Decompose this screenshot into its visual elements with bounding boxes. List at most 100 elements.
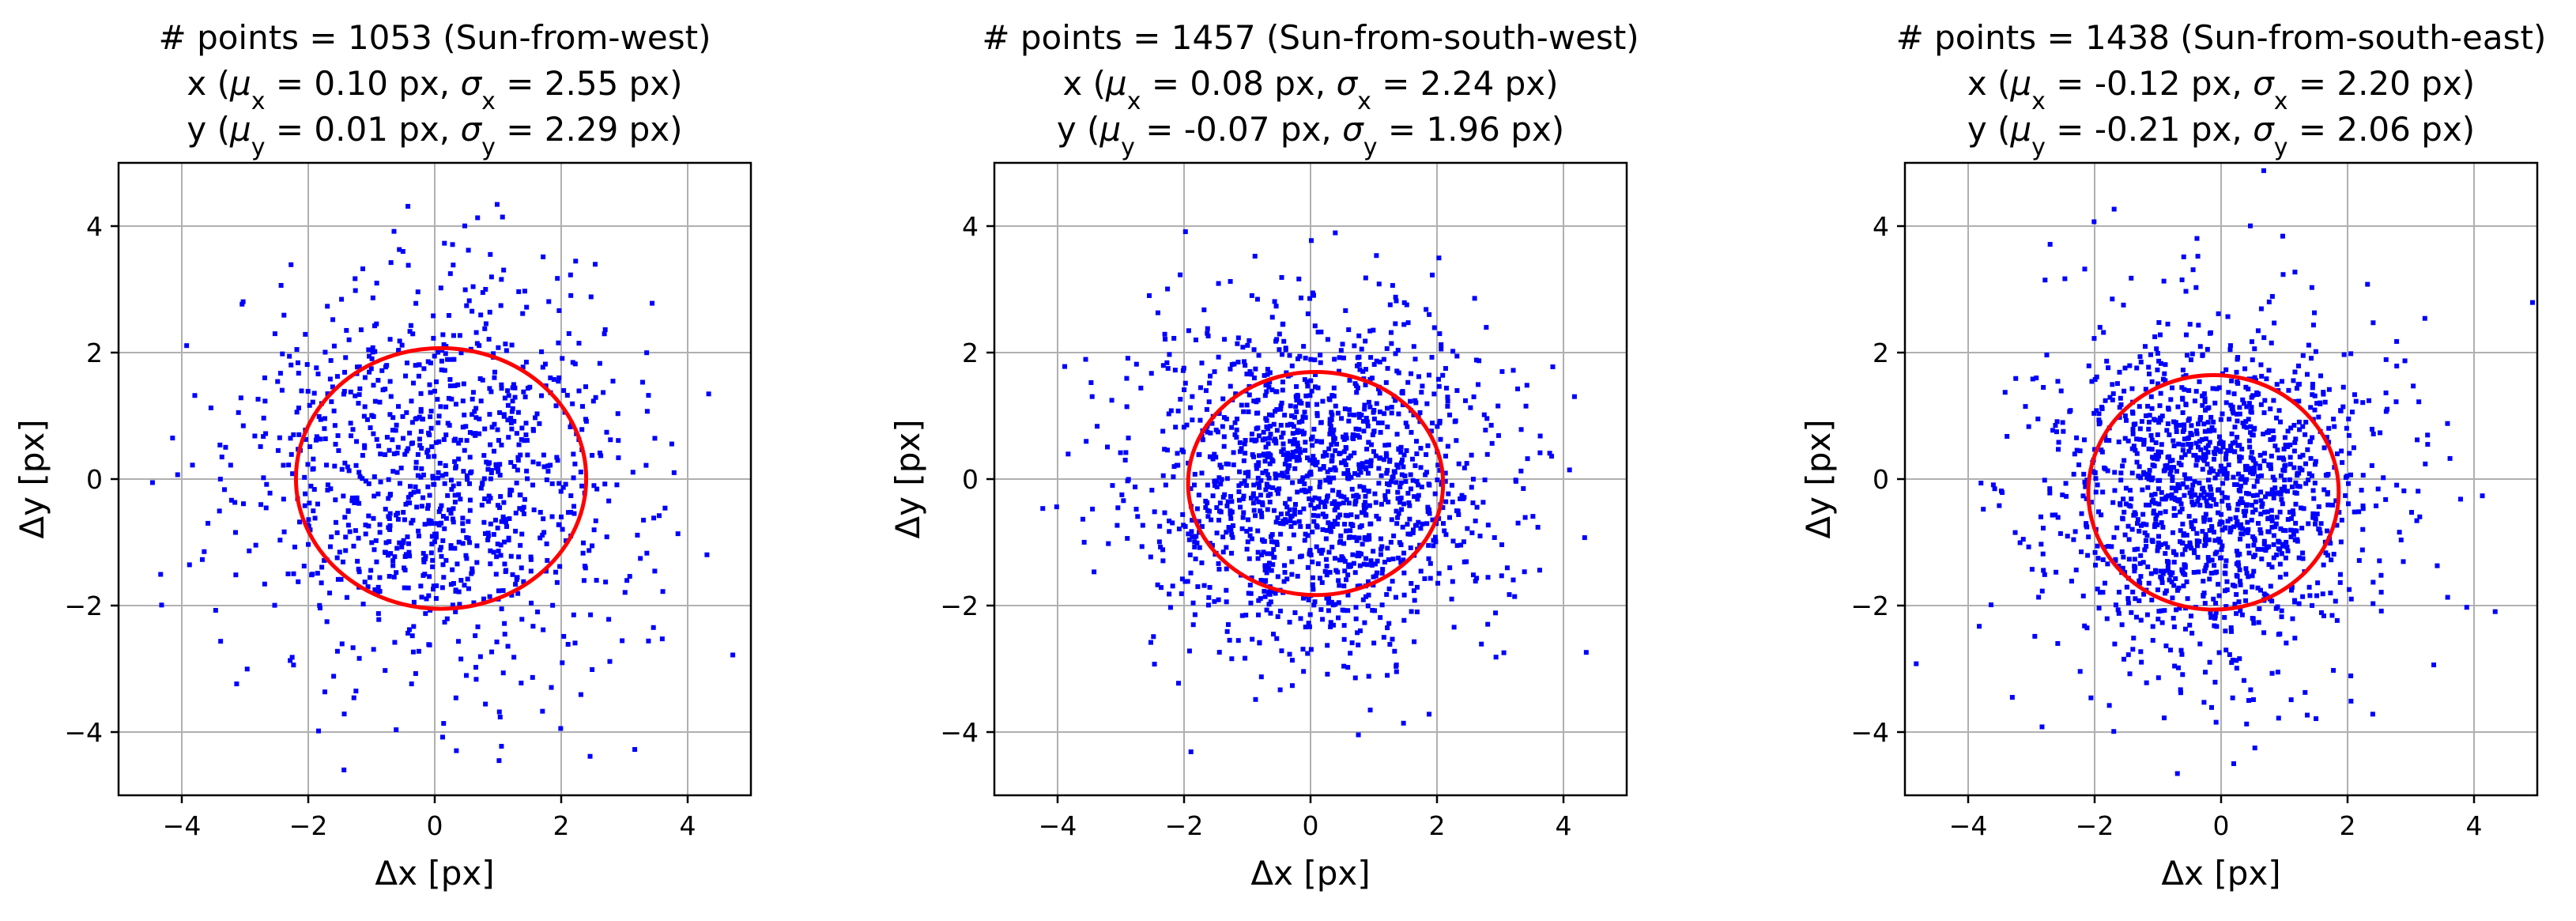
data-point <box>2208 704 2214 710</box>
data-point <box>2269 453 2274 459</box>
data-point <box>652 568 658 574</box>
data-point <box>2279 614 2284 620</box>
data-point <box>339 296 345 302</box>
data-point <box>489 649 495 655</box>
data-point <box>1354 383 1360 389</box>
data-point <box>1231 361 1237 367</box>
data-point <box>2170 570 2175 576</box>
data-point <box>343 534 349 540</box>
data-point <box>572 461 578 466</box>
data-point <box>2168 397 2174 402</box>
data-point <box>1385 625 1390 631</box>
data-point <box>1423 472 1428 477</box>
data-point <box>1216 597 1221 602</box>
data-point <box>422 556 428 561</box>
data-point <box>2216 510 2221 515</box>
data-point <box>277 371 283 376</box>
data-point <box>2310 381 2315 387</box>
data-point <box>2077 669 2083 674</box>
data-point <box>2159 442 2164 447</box>
data-point <box>2174 429 2179 435</box>
data-point <box>1447 515 1453 520</box>
data-point <box>419 466 424 471</box>
data-point <box>1394 521 1400 527</box>
data-point <box>1247 527 1253 532</box>
data-point <box>522 289 527 294</box>
data-point <box>382 549 387 555</box>
data-point <box>387 516 392 522</box>
data-point <box>2159 489 2164 495</box>
data-point <box>1260 470 1265 476</box>
data-point <box>453 402 458 407</box>
data-point <box>2321 613 2326 619</box>
data-point <box>441 575 447 580</box>
data-point <box>469 469 474 474</box>
data-point <box>1365 470 1371 476</box>
data-point <box>2155 617 2161 622</box>
data-point <box>2002 390 2008 395</box>
data-point <box>1356 411 1362 417</box>
data-point <box>2149 447 2155 452</box>
data-point <box>1361 485 1367 490</box>
data-point <box>1414 451 1420 457</box>
data-point <box>2042 572 2047 577</box>
data-point <box>1279 648 1284 654</box>
data-point <box>2208 504 2213 509</box>
data-point <box>374 281 379 286</box>
data-point <box>2231 524 2237 530</box>
data-point <box>1362 620 1367 625</box>
data-point <box>1256 460 1262 466</box>
data-point <box>557 564 563 569</box>
data-point <box>289 362 294 368</box>
data-point <box>421 495 426 500</box>
data-point <box>2105 561 2110 567</box>
data-point <box>2297 427 2303 432</box>
data-point <box>2235 507 2240 512</box>
data-point <box>2175 665 2181 670</box>
data-point <box>2266 299 2272 304</box>
data-point <box>2365 281 2370 287</box>
data-point <box>2130 589 2136 594</box>
data-point <box>2398 538 2404 543</box>
data-point <box>2164 428 2170 433</box>
data-point <box>1346 535 1352 541</box>
data-point <box>1335 515 1341 520</box>
data-point <box>1261 429 1266 435</box>
data-point <box>1160 558 1166 564</box>
data-point <box>2132 568 2137 574</box>
data-point <box>2338 539 2344 545</box>
data-point <box>1338 348 1344 353</box>
data-point <box>1235 335 1241 341</box>
data-point <box>2112 641 2118 647</box>
data-point <box>1294 398 1299 403</box>
data-point <box>306 517 311 523</box>
data-point <box>2089 379 2095 384</box>
data-point <box>1172 368 1178 373</box>
data-point <box>2182 493 2187 498</box>
data-point <box>1216 281 1221 286</box>
data-point <box>1449 596 1454 602</box>
data-point <box>2122 365 2128 371</box>
data-point <box>501 500 507 505</box>
data-point <box>1355 355 1360 360</box>
data-point <box>1401 464 1406 470</box>
data-point <box>1320 617 1326 622</box>
data-point <box>1318 466 1323 472</box>
data-point <box>1243 363 1248 368</box>
data-point <box>1328 624 1333 629</box>
data-point <box>496 758 502 764</box>
data-point <box>462 447 467 453</box>
data-point <box>2040 551 2046 557</box>
data-point <box>472 409 477 414</box>
data-point <box>581 540 586 545</box>
data-point <box>1385 673 1390 678</box>
data-point <box>2254 478 2260 484</box>
data-point <box>1371 327 1376 333</box>
data-point <box>1440 505 1446 511</box>
data-point <box>1390 283 1395 289</box>
data-point <box>372 398 378 404</box>
data-point <box>1480 500 1486 505</box>
data-point <box>1341 494 1347 500</box>
data-point <box>2208 571 2214 576</box>
data-point <box>437 460 443 466</box>
